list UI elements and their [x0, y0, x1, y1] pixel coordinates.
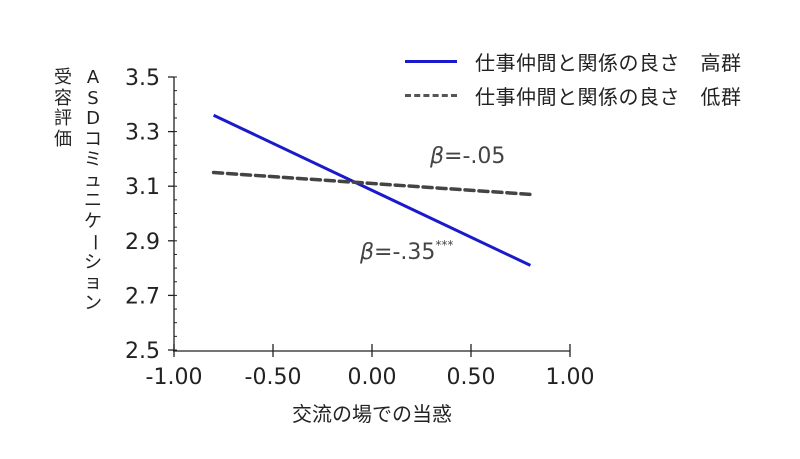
legend-swatch-solid — [405, 59, 457, 63]
beta-annotation-low: β=-.05 — [430, 144, 505, 169]
significance-stars: *** — [435, 238, 454, 252]
y-tick-label: 3.3 — [125, 121, 160, 146]
legend-label-high: 仕事仲間と関係の良さ 高群 — [475, 50, 742, 75]
y-axis-label-col2: 受容評価 — [54, 67, 72, 150]
beta-value: =-.05 — [444, 144, 506, 169]
x-tick-label: 0.00 — [348, 365, 397, 390]
y-label-char: 価 — [54, 128, 72, 150]
y-label-char: D — [86, 108, 100, 129]
beta-symbol: β — [360, 240, 375, 265]
y-tick-label: 3.5 — [125, 66, 160, 91]
beta-annotation-high: β=-.35*** — [360, 238, 453, 265]
y-label-char: 評 — [54, 108, 72, 129]
y-tick-label: 2.7 — [125, 284, 160, 309]
y-label-char: コ — [84, 128, 102, 150]
series-line-low — [211, 170, 533, 197]
y-label-char: ン — [84, 292, 102, 314]
y-tick-label: 3.1 — [125, 175, 160, 200]
y-label-char: A — [86, 67, 100, 88]
legend-swatch-dashed — [405, 93, 457, 97]
y-tick-label: 2.9 — [125, 230, 160, 255]
y-label-char: ュ — [84, 169, 102, 191]
beta-symbol: β — [430, 144, 445, 169]
y-label-char: ー — [83, 233, 105, 252]
y-tick-label: 2.5 — [125, 339, 160, 364]
legend: 仕事仲間と関係の良さ 高群 仕事仲間と関係の良さ 低群 — [405, 44, 742, 112]
x-tick-label: -1.00 — [146, 365, 203, 390]
y-label-char: 受 — [54, 67, 72, 88]
y-label-char: S — [87, 87, 99, 109]
x-tick-label: 0.50 — [447, 365, 496, 390]
y-label-char: ニ — [84, 190, 102, 211]
y-label-char: ケ — [84, 210, 102, 232]
series-line-high — [212, 113, 532, 267]
x-axis-label: 交流の場での当惑 — [292, 402, 452, 426]
y-label-char: 容 — [54, 87, 72, 109]
plot-lines — [211, 113, 533, 267]
beta-value: =-.35 — [374, 240, 436, 265]
y-label-char: シ — [84, 251, 102, 273]
y-label-char: ョ — [84, 272, 102, 293]
x-tick-label: 1.00 — [546, 365, 595, 390]
y-label-char: ミ — [84, 149, 102, 170]
legend-label-low: 仕事仲間と関係の良さ 低群 — [475, 84, 742, 109]
axes: 3.5 3.3 3.1 2.9 2.7 2.5-1.00 -0.50 0.00 0.50 1.00 — [125, 66, 594, 390]
legend-item-high: 仕事仲間と関係の良さ 高群 — [405, 44, 742, 78]
x-tick-label: -0.50 — [245, 365, 302, 390]
legend-item-low: 仕事仲間と関係の良さ 低群 — [405, 78, 742, 112]
